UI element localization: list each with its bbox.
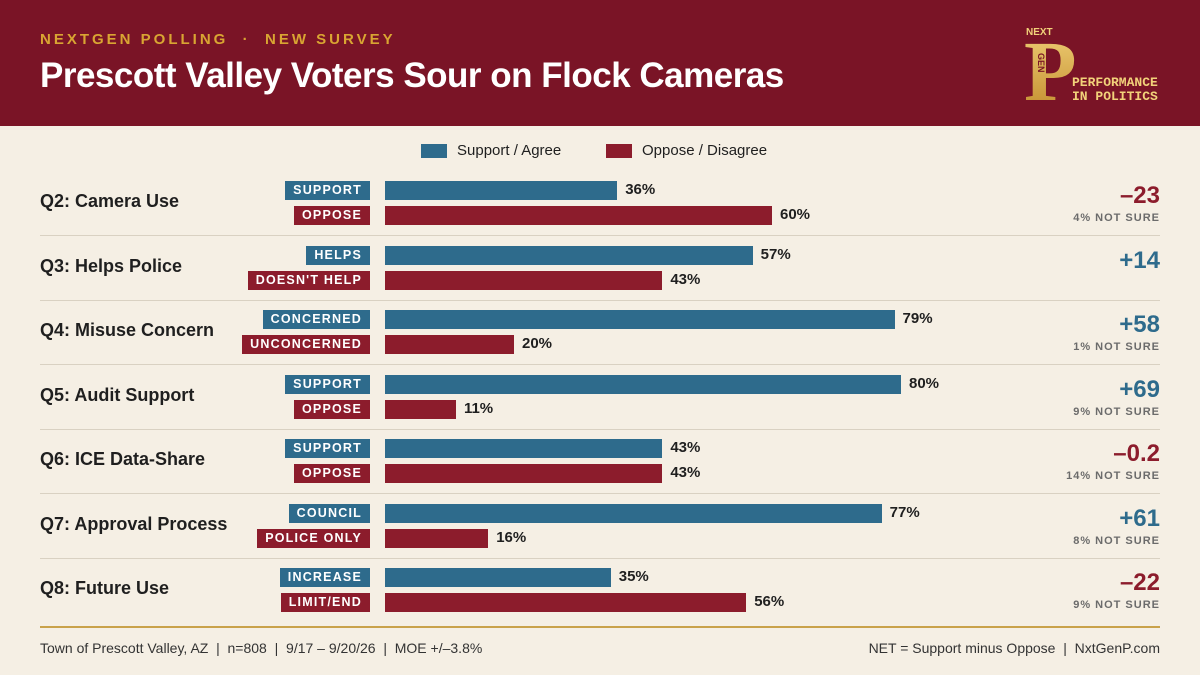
legend-item-support: Support / Agree [421, 142, 561, 159]
oppose-value-label: 56% [754, 593, 785, 610]
row-divider [40, 557, 1160, 559]
question-label: Q7: Approval Process [40, 513, 228, 534]
row-divider [40, 493, 1160, 494]
question-label: Q8: Future Use [40, 578, 170, 598]
support-bar [385, 439, 663, 458]
logo-small-side: GEN [1036, 53, 1046, 73]
footer-note: NET = Support minus Oppose | NxtGenP.com [868, 640, 1160, 656]
support-bar [385, 310, 895, 329]
question-label: Q4: Misuse Concern [40, 320, 215, 340]
not-sure-note: 8% NOT SURE [1073, 534, 1160, 547]
oppose-bar [385, 593, 747, 612]
legend-item-oppose: Oppose / Disagree [606, 142, 767, 159]
footer-rule [40, 626, 1160, 628]
support-value-label: 36% [625, 181, 656, 198]
support-bar [385, 503, 882, 523]
support-value-label: 79% [902, 310, 933, 327]
not-sure-note: 9% NOT SURE [1073, 599, 1160, 611]
support-tag: CONCERNED [262, 310, 370, 329]
support-bar [385, 245, 753, 265]
oppose-tag: OPPOSE [294, 206, 370, 225]
row-divider [40, 364, 1160, 365]
oppose-tag: DOESN'T HELP [247, 270, 370, 290]
oppose-value-label: 60% [780, 206, 811, 223]
not-sure-note: 1% NOT SURE [1073, 341, 1160, 353]
oppose-tag: UNCONCERNED [242, 335, 370, 354]
oppose-bar [385, 206, 772, 225]
support-value-label: 77% [889, 503, 920, 521]
question-label: Q2: Camera Use [40, 191, 180, 211]
oppose-value-label: 43% [670, 464, 701, 481]
net-value: –22 [1119, 569, 1160, 596]
question-label: Q3: Helps Police [40, 255, 183, 276]
oppose-tag: OPPOSE [294, 464, 370, 483]
not-sure-note: 9% NOT SURE [1073, 405, 1160, 418]
net-value: +58 [1119, 311, 1160, 338]
page-title: Prescott Valley Voters Sour on Flock Cam… [40, 56, 784, 95]
oppose-tag: LIMIT/END [280, 593, 370, 612]
support-value-label: 43% [670, 439, 701, 456]
support-bar [385, 181, 618, 200]
legend-swatch-support [421, 143, 447, 158]
support-tag: COUNCIL [288, 503, 370, 523]
net-value: +14 [1119, 246, 1160, 274]
oppose-value-label: 16% [496, 528, 527, 546]
question-label: Q6: ICE Data-Share [40, 449, 206, 469]
logo-line2: IN POLITICS [1072, 89, 1158, 104]
oppose-bar [385, 270, 663, 290]
oppose-tag: POLICE ONLY [257, 528, 370, 548]
support-tag: INCREASE [279, 568, 370, 587]
net-value: –23 [1119, 182, 1160, 209]
header-banner: NEXTGEN POLLING · NEW SURVEY Prescott Va… [0, 0, 1200, 126]
legend-label-support: Support / Agree [457, 142, 562, 159]
oppose-bar [385, 464, 663, 483]
row-divider [40, 299, 1160, 301]
footer-source: Town of Prescott Valley, AZ | n=808 | 9/… [40, 640, 483, 656]
support-tag: HELPS [306, 245, 370, 265]
support-value-label: 80% [909, 374, 940, 392]
support-tag: SUPPORT [285, 439, 370, 458]
not-sure-note: 14% NOT SURE [1066, 470, 1160, 482]
oppose-bar [385, 335, 514, 354]
chart-legend: Support / Agree Oppose / Disagree [0, 142, 1200, 162]
legend-swatch-oppose [606, 143, 632, 158]
oppose-tag: OPPOSE [294, 399, 370, 419]
support-tag: SUPPORT [285, 181, 370, 200]
support-value-label: 35% [618, 568, 649, 585]
question-label: Q5: Audit Support [40, 384, 195, 405]
oppose-value-label: 20% [522, 335, 553, 352]
support-bar [385, 568, 611, 587]
row-divider [40, 428, 1160, 430]
performance-in-politics-logo: P NEXT GEN PERFORMANCE IN POLITICS [1022, 23, 1158, 110]
row-divider [40, 235, 1160, 236]
support-value-label: 57% [760, 245, 791, 263]
support-bar [385, 374, 901, 394]
support-tag: SUPPORT [285, 374, 370, 394]
logo-small-top: NEXT [1026, 27, 1053, 38]
net-value: +69 [1119, 375, 1160, 403]
oppose-value-label: 43% [670, 270, 701, 288]
legend-label-oppose: Oppose / Disagree [642, 142, 768, 159]
logo-line1: PERFORMANCE [1072, 75, 1158, 90]
header-kicker: NEXTGEN POLLING · NEW SURVEY [40, 31, 396, 48]
oppose-bar [385, 399, 456, 419]
not-sure-note: 4% NOT SURE [1073, 212, 1160, 224]
net-value: –0.2 [1113, 440, 1160, 467]
oppose-bar [385, 528, 489, 548]
oppose-value-label: 11% [463, 399, 494, 417]
net-value: +61 [1119, 504, 1160, 532]
